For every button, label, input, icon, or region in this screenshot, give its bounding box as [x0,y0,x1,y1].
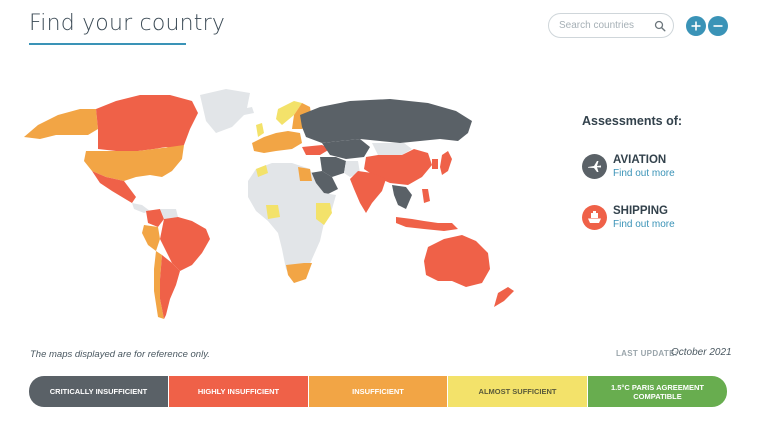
zoom-out-button[interactable] [708,16,728,36]
rating-legend: CRITICALLY INSUFFICIENT HIGHLY INSUFFICI… [29,376,727,407]
shipping-label: SHIPPING [613,205,668,217]
country-southeast-asia[interactable] [392,185,412,209]
legend-insufficient[interactable]: INSUFFICIENT [309,376,447,407]
ship-icon[interactable] [582,205,607,230]
continent-africa[interactable] [248,163,336,283]
country-australia[interactable] [424,235,490,287]
country-south-africa[interactable] [286,263,312,283]
world-map[interactable] [20,85,540,330]
country-canada[interactable] [96,95,198,151]
country-kazakhstan[interactable] [322,139,370,159]
shipping-find-out-more-link[interactable]: Find out more [613,219,675,230]
zoom-in-button[interactable] [686,16,706,36]
country-ethiopia-kenya[interactable] [316,203,332,225]
page-title: Find your country [29,11,226,36]
country-usa[interactable] [84,145,184,181]
country-india[interactable] [350,171,386,213]
country-japan[interactable] [440,151,452,175]
last-update-label: LAST UPDATE: [616,349,678,358]
country-greenland[interactable] [200,89,250,133]
country-brazil[interactable] [160,217,210,271]
country-uk[interactable] [256,123,264,137]
aviation-label: AVIATION [613,154,667,166]
map-disclaimer: The maps displayed are for reference onl… [30,349,210,360]
country-iran[interactable] [320,157,346,177]
country-central-america[interactable] [132,203,150,213]
search-input[interactable] [559,18,651,33]
shipping-assessment[interactable]: SHIPPING Find out more [582,204,732,234]
country-indonesia[interactable] [396,217,458,231]
country-alaska[interactable] [24,109,98,139]
country-norway[interactable] [276,101,302,125]
legend-almost-sufficient[interactable]: ALMOST SUFFICIENT [448,376,587,407]
country-korea[interactable] [432,159,438,169]
country-colombia[interactable] [146,209,164,227]
country-mongolia[interactable] [372,143,412,155]
country-morocco[interactable] [256,165,268,177]
aviation-assessment[interactable]: AVIATION Find out more [582,153,732,183]
aviation-find-out-more-link[interactable]: Find out more [613,168,675,179]
country-philippines[interactable] [422,189,430,203]
country-iceland[interactable] [242,107,254,115]
last-update-value: October 2021 [671,347,732,358]
search-box[interactable] [548,13,674,38]
country-mexico[interactable] [92,171,136,203]
country-egypt[interactable] [298,167,312,181]
country-nigeria[interactable] [266,205,280,219]
title-underline [29,43,186,45]
country-china[interactable] [364,149,432,185]
country-venezuela[interactable] [160,209,178,219]
country-chile[interactable] [154,251,164,319]
airplane-icon[interactable] [582,154,607,179]
search-icon[interactable] [654,20,666,32]
assessments-title: Assessments of: [582,114,683,128]
country-argentina[interactable] [160,255,180,319]
legend-paris-compatible[interactable]: 1.5°C PARIS AGREEMENT COMPATIBLE [588,376,727,407]
legend-highly-insufficient[interactable]: HIGHLY INSUFFICIENT [169,376,308,407]
plus-icon [691,21,701,31]
country-new-zealand[interactable] [494,287,514,307]
country-turkey[interactable] [302,145,330,155]
country-russia[interactable] [300,99,472,143]
country-western-europe[interactable] [252,131,302,153]
legend-critically-insufficient[interactable]: CRITICALLY INSUFFICIENT [29,376,168,407]
minus-icon [713,25,723,27]
country-peru[interactable] [142,225,160,251]
